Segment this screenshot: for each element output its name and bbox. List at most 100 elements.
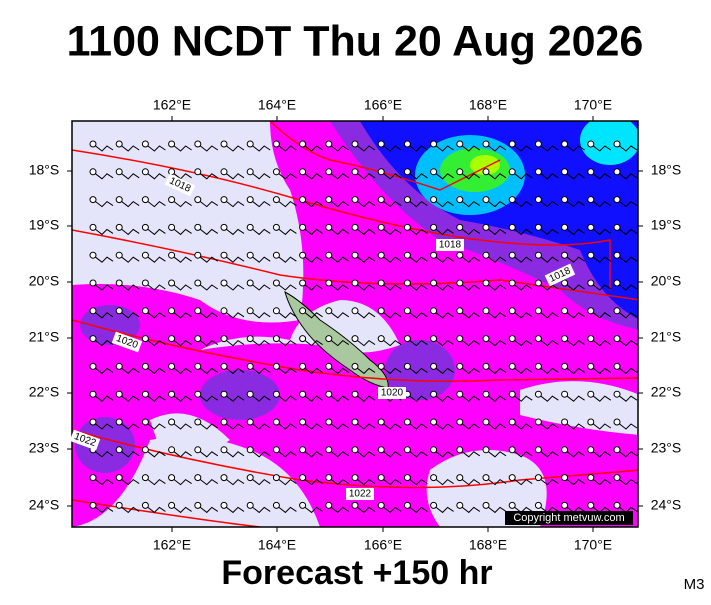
barb xyxy=(433,366,454,375)
barb xyxy=(511,505,533,514)
barb-station xyxy=(508,446,516,454)
barb xyxy=(145,449,166,458)
barb-station xyxy=(325,474,333,482)
barb-station xyxy=(299,223,307,231)
barb xyxy=(564,393,585,402)
barb-station xyxy=(377,251,385,259)
barb-station xyxy=(456,335,464,343)
barb-station xyxy=(168,140,176,148)
barb-station xyxy=(220,196,228,204)
barb xyxy=(407,449,428,458)
barb xyxy=(223,393,245,402)
barb-station xyxy=(246,168,254,176)
barb xyxy=(511,171,533,180)
barb-station xyxy=(508,501,516,509)
barb-station xyxy=(220,251,228,259)
barb xyxy=(354,143,376,152)
barb xyxy=(590,227,612,236)
lat-label: 22°S xyxy=(651,384,682,400)
barb xyxy=(407,199,428,208)
barb xyxy=(328,282,350,291)
barb xyxy=(590,254,612,263)
barb xyxy=(328,477,350,486)
barb-station xyxy=(482,390,490,398)
barb-station xyxy=(403,251,411,259)
shade-low xyxy=(520,381,638,435)
barb-station xyxy=(89,168,97,176)
barb xyxy=(564,505,585,514)
barb-station xyxy=(403,279,411,287)
barb xyxy=(223,254,245,263)
barb xyxy=(459,143,481,152)
barb-station xyxy=(534,251,542,259)
barb xyxy=(223,310,245,319)
barb-station xyxy=(482,251,490,259)
barb xyxy=(407,254,428,263)
barb-station xyxy=(534,501,542,509)
barb xyxy=(276,254,297,263)
barb-station xyxy=(351,362,359,370)
barb-station xyxy=(246,307,254,315)
barb-station xyxy=(430,140,438,148)
barb xyxy=(616,171,638,180)
barb xyxy=(407,310,428,319)
barb-station xyxy=(561,418,569,426)
barb-station xyxy=(115,446,123,454)
lat-label: 24°S xyxy=(651,497,682,513)
barb xyxy=(538,338,559,347)
barb-station xyxy=(482,501,490,509)
barb-station xyxy=(534,474,542,482)
barb xyxy=(590,393,612,402)
barb-station xyxy=(89,223,97,231)
barb-station xyxy=(168,446,176,454)
barb xyxy=(276,505,297,514)
barb-station xyxy=(587,196,595,204)
barb xyxy=(459,171,481,180)
barb-station xyxy=(377,446,385,454)
barb xyxy=(433,393,454,402)
barb-station xyxy=(246,196,254,204)
barb xyxy=(459,477,481,486)
barb-station xyxy=(587,446,595,454)
barb xyxy=(459,310,481,319)
barb-station xyxy=(403,501,411,509)
barb xyxy=(407,143,428,152)
barb xyxy=(92,310,114,319)
barb xyxy=(171,254,192,263)
barb xyxy=(223,199,245,208)
barb xyxy=(511,421,533,430)
barb xyxy=(433,449,454,458)
barb xyxy=(197,449,219,458)
barb-station xyxy=(272,474,280,482)
barb xyxy=(145,505,166,514)
barb-station xyxy=(89,390,97,398)
barb xyxy=(511,310,533,319)
barb xyxy=(249,505,271,514)
barb-station xyxy=(115,362,123,370)
barb xyxy=(118,310,140,319)
barb xyxy=(171,449,192,458)
barb-station xyxy=(534,196,542,204)
barb xyxy=(328,449,350,458)
barb xyxy=(249,254,271,263)
barb xyxy=(564,171,585,180)
barb-station xyxy=(613,140,621,148)
barb-station xyxy=(299,501,307,509)
barb xyxy=(380,449,402,458)
barb-station xyxy=(246,140,254,148)
barb xyxy=(171,227,192,236)
barb xyxy=(249,199,271,208)
barb-station xyxy=(377,307,385,315)
barb xyxy=(459,366,481,375)
barb xyxy=(118,449,140,458)
barb-station xyxy=(456,446,464,454)
barb-station xyxy=(141,362,149,370)
barb-station xyxy=(115,168,123,176)
barb xyxy=(485,310,507,319)
barb-station xyxy=(89,418,97,426)
barb-station xyxy=(456,418,464,426)
barb-station xyxy=(351,251,359,259)
barb xyxy=(407,421,428,430)
barb-station xyxy=(351,446,359,454)
barb-station xyxy=(246,474,254,482)
